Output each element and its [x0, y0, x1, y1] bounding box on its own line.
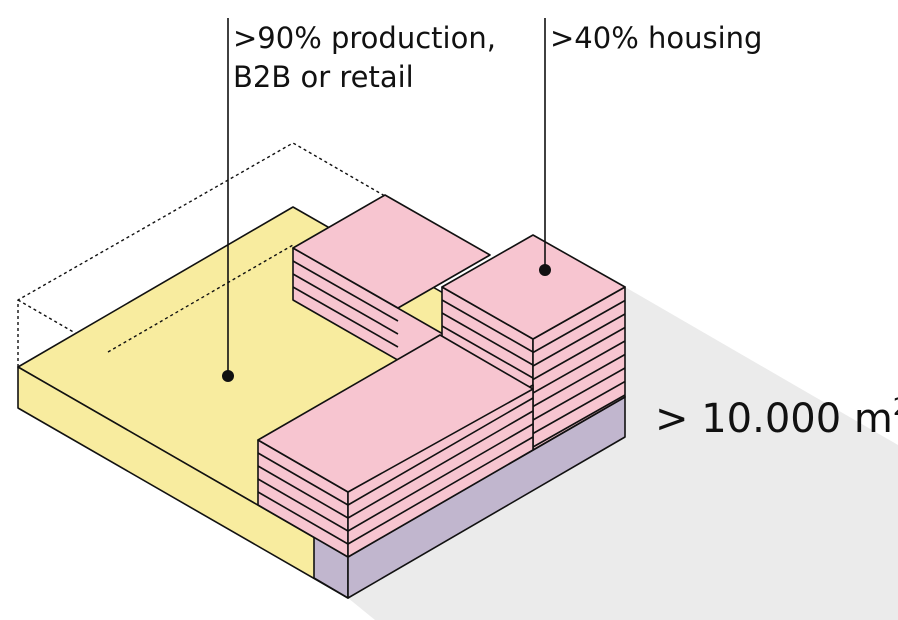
floor-line	[347, 423, 534, 532]
block-top	[292, 194, 491, 309]
floor-line	[257, 465, 349, 519]
floor-line	[532, 353, 626, 408]
floor-line	[257, 452, 349, 506]
floor-line	[532, 367, 626, 421]
area-label: > 10.000 m2	[655, 393, 898, 442]
floor-line	[532, 313, 626, 367]
floor-line	[347, 436, 534, 545]
floor-line	[347, 410, 534, 519]
block-top	[441, 234, 626, 340]
buildings	[257, 194, 626, 558]
floor-line	[441, 325, 534, 379]
label: B2B or retail	[233, 60, 414, 94]
floor-line	[292, 286, 399, 348]
label: >90% production,	[233, 21, 496, 55]
floor-line	[347, 397, 534, 506]
area-superscript: 2	[893, 393, 898, 421]
floor-line	[532, 326, 626, 381]
leader-dot	[222, 370, 234, 382]
area-value: > 10.000 m	[655, 396, 893, 442]
shadow	[348, 287, 898, 620]
label: >40% housing	[550, 21, 762, 55]
floor-line	[532, 299, 626, 354]
floor-line	[441, 312, 534, 366]
floor-line	[292, 273, 399, 335]
floor-line	[292, 260, 399, 322]
floor-lines	[257, 260, 626, 545]
floor-line	[257, 491, 349, 545]
floor-line	[257, 478, 349, 532]
floor-line	[532, 380, 626, 435]
block-top	[257, 334, 534, 493]
leader-dot	[539, 264, 551, 276]
floor-line	[532, 394, 626, 448]
floor-line	[532, 340, 626, 394]
floor-line	[441, 299, 534, 353]
